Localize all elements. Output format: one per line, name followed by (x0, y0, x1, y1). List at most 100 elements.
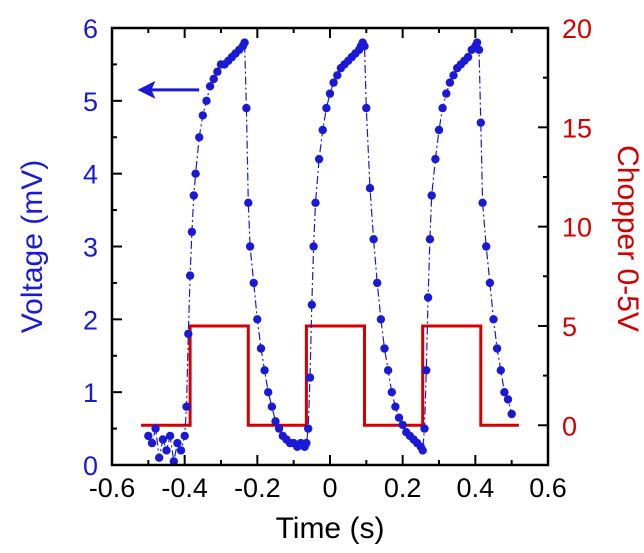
voltage-point (182, 402, 191, 411)
voltage-point (333, 71, 342, 80)
voltage-point (274, 424, 284, 433)
y-right-tick-label: 0 (562, 411, 577, 441)
voltage-point (478, 198, 487, 207)
x-tick-label: 0 (322, 473, 337, 503)
voltage-point (189, 191, 198, 200)
voltage-point (360, 42, 369, 51)
voltage-point (187, 227, 197, 237)
voltage-point (485, 278, 495, 288)
voltage-point (155, 453, 164, 462)
y-left-axis-title: Voltage (mV) (16, 160, 49, 333)
voltage-point (202, 96, 211, 106)
voltage-point (318, 125, 327, 135)
voltage-point (463, 52, 473, 62)
voltage-point (253, 315, 262, 324)
voltage-point (423, 293, 433, 302)
voltage-point (482, 242, 491, 251)
voltage-point (209, 74, 218, 84)
voltage-point (496, 366, 505, 375)
voltage-point (184, 329, 193, 339)
y-left-tick-label: 3 (83, 233, 98, 263)
voltage-point (260, 366, 269, 375)
y-left-tick-label: 0 (83, 451, 98, 481)
x-tick-label: 0.2 (384, 473, 422, 503)
voltage-point (394, 413, 404, 422)
y-right-tick-label: 10 (562, 213, 592, 243)
voltage-point (198, 111, 207, 120)
voltage-point (205, 82, 215, 91)
voltage-point (422, 366, 431, 375)
voltage-point (329, 78, 338, 87)
voltage-point (376, 315, 386, 324)
voltage-point (151, 424, 160, 433)
voltage-point (434, 125, 444, 135)
voltage-point (249, 278, 258, 288)
y-left-tick-label: 1 (83, 378, 98, 408)
voltage-point (383, 366, 393, 375)
voltage-point (158, 435, 168, 444)
ticks (111, 27, 549, 466)
voltage-point (195, 133, 204, 142)
voltage-point (322, 103, 331, 113)
voltage-point (472, 38, 482, 47)
x-axis-title: Time (s) (276, 512, 385, 545)
voltage-point (420, 424, 429, 433)
voltage-point (449, 71, 458, 80)
voltage-point (271, 417, 280, 426)
voltage-point (147, 438, 157, 448)
y-right-tick-label: 20 (562, 14, 592, 44)
voltage-point (507, 409, 516, 419)
voltage-point (438, 103, 447, 113)
voltage-point (373, 278, 382, 288)
voltage-point (500, 388, 509, 397)
voltage-point (362, 103, 371, 113)
x-tick-label: -0.4 (161, 473, 208, 503)
voltage-point (442, 89, 451, 98)
voltage-point (144, 431, 153, 441)
voltage-point (240, 38, 249, 47)
voltage-point (365, 184, 375, 193)
y-left-tick-label: 6 (83, 14, 98, 44)
y-left-tick-label: 5 (83, 87, 98, 117)
voltage-point (245, 242, 255, 251)
voltage-point (256, 344, 266, 353)
voltage-point (369, 235, 378, 244)
voltage-point (445, 78, 455, 87)
voltage-point (311, 198, 320, 207)
voltage-point (380, 344, 389, 353)
y-right-tick-label: 15 (562, 113, 592, 143)
chopper-line (141, 324, 519, 427)
left-arrow-annotation (137, 80, 200, 99)
voltage-point (169, 457, 178, 465)
voltage-point (244, 198, 253, 207)
voltage-point (180, 431, 189, 441)
voltage-point (305, 373, 315, 382)
x-tick-label: 0.6 (529, 473, 567, 503)
voltage-point (242, 103, 251, 113)
voltage-point (314, 154, 324, 164)
x-tick-label: -0.2 (234, 473, 281, 503)
voltage-point (302, 438, 311, 448)
voltage-point (425, 235, 435, 244)
tick-labels: -0.6 -0.4 -0.2 0 0.2 0.4 0.6 0 1 2 3 4 5 6 0 5 10 15 20 (83, 14, 592, 503)
voltage-point (264, 388, 273, 397)
voltage-point (165, 431, 175, 441)
x-tick-label: 0.4 (457, 473, 495, 503)
voltage-point (391, 402, 400, 411)
voltage-point (267, 402, 277, 411)
arrow-head (137, 80, 156, 99)
voltage-point (427, 191, 436, 200)
y-right-tick-label: 5 (562, 312, 577, 342)
voltage-line (147, 40, 513, 462)
voltage-point (191, 169, 200, 178)
voltage-point (307, 300, 316, 309)
y-left-tick-label: 2 (83, 305, 98, 335)
voltage-point (431, 154, 440, 164)
voltage-point (213, 67, 222, 76)
x-tick-label: -0.6 (89, 473, 136, 503)
voltage-point (418, 446, 427, 455)
voltage-point (492, 344, 502, 353)
voltage-point (176, 446, 186, 455)
voltage-point (503, 395, 513, 404)
